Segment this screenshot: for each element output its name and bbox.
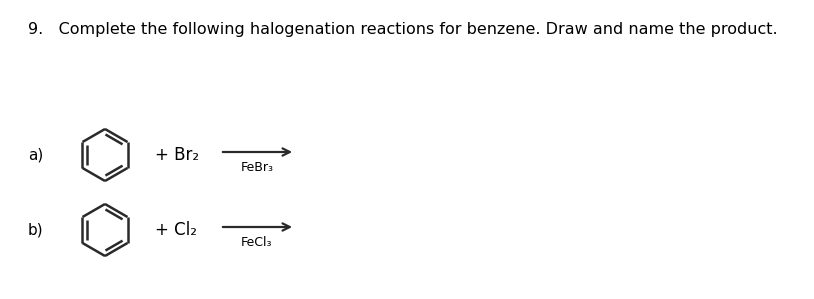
Text: a): a)	[28, 147, 43, 162]
Text: + Br₂: + Br₂	[155, 146, 199, 164]
Text: + Cl₂: + Cl₂	[155, 221, 197, 239]
Text: b): b)	[28, 222, 44, 237]
Text: FeCl₃: FeCl₃	[241, 236, 273, 249]
Text: 9.   Complete the following halogenation reactions for benzene. Draw and name th: 9. Complete the following halogenation r…	[28, 22, 777, 37]
Text: FeBr₃: FeBr₃	[240, 161, 274, 174]
